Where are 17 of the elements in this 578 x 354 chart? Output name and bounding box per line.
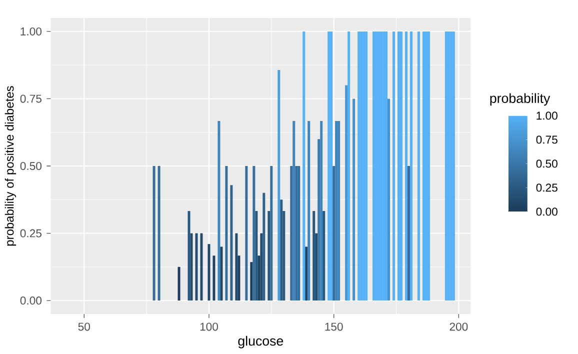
color-bar-label: 0.25 bbox=[536, 184, 558, 192]
y-tick-label: 0.00 bbox=[20, 296, 42, 305]
x-axis-title: glucose bbox=[238, 336, 284, 348]
x-tick-label: 200 bbox=[450, 322, 468, 331]
y-tick-label: 0.50 bbox=[20, 162, 42, 170]
y-tick-label: 0.25 bbox=[20, 229, 42, 238]
x-tick-label: 50 bbox=[78, 322, 90, 331]
y-tick-label: 1.00 bbox=[20, 27, 42, 36]
color-bar-label: 0.75 bbox=[536, 136, 558, 144]
color-bar-title: probability bbox=[490, 93, 550, 106]
y-tick-label: 0.75 bbox=[20, 94, 42, 103]
x-tick-label: 150 bbox=[325, 322, 343, 331]
color-bar-label: 1.00 bbox=[536, 112, 558, 120]
x-tick-label: 100 bbox=[200, 322, 218, 331]
color-bar-label: 0.00 bbox=[536, 208, 558, 216]
color-bar-label: 0.50 bbox=[536, 160, 558, 168]
y-axis-title: probability of positive diabetes bbox=[4, 86, 16, 246]
